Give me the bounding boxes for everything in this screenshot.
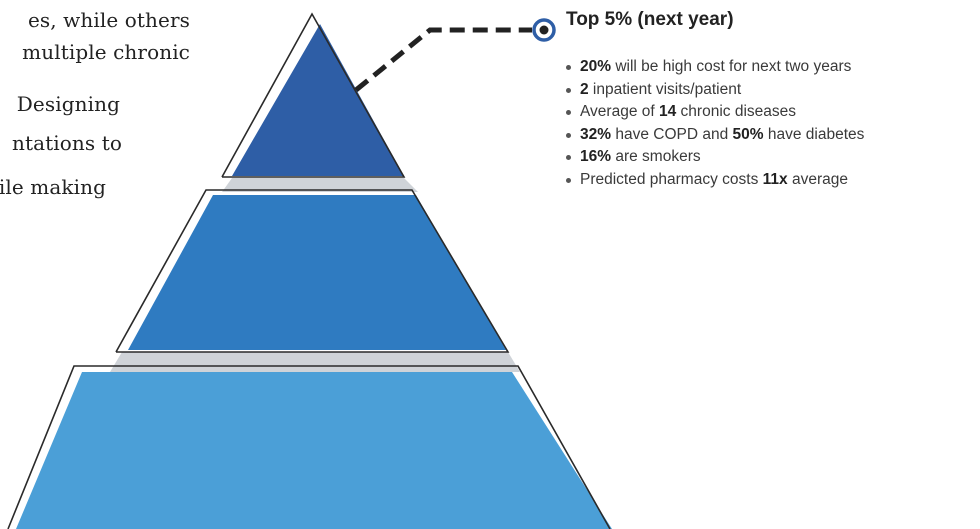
- list-item: 20% will be high cost for next two years: [566, 56, 864, 79]
- body-line: multiple chronic: [22, 40, 190, 64]
- list-item: Predicted pharmacy costs 11x average: [566, 169, 864, 192]
- list-item: 16% are smokers: [566, 146, 864, 169]
- stat-value: 11x: [762, 170, 788, 188]
- pyramid-tier-middle: [128, 195, 506, 350]
- callout-connector-line: [354, 27, 532, 92]
- pyramid-tier-top: [232, 24, 404, 176]
- callout: Top 5% (next year) 20% will be high cost…: [566, 9, 976, 188]
- list-item: 2 inpatient visits/patient: [566, 79, 864, 102]
- stat-value: 16%: [580, 148, 612, 165]
- body-line: ntations to: [12, 131, 122, 155]
- bullet-dot: [566, 132, 571, 138]
- stat-text: are smokers: [611, 148, 701, 165]
- body-paragraph: es, while others multiple chronic Design…: [0, 0, 190, 210]
- stat-text: Predicted pharmacy costs: [580, 170, 763, 188]
- body-line: ile making: [0, 175, 106, 199]
- shadow-band-middle: [110, 352, 520, 372]
- bullet-dot: [566, 65, 571, 70]
- bullet-dot: [566, 110, 571, 115]
- shadow-band-top: [222, 178, 418, 192]
- pyramid-tier-top-outline: [221, 12, 406, 178]
- stat-text: chronic diseases: [676, 103, 797, 120]
- list-item: 32% have COPD and 50% have diabetes: [566, 124, 864, 147]
- callout-marker-dot: [539, 25, 549, 35]
- bullet-dot: [566, 177, 571, 183]
- stat-text: inpatient visits/patient: [588, 80, 742, 98]
- stat-value: 2: [580, 80, 589, 98]
- stat-value: 50%: [732, 125, 764, 143]
- stat-value: 20%: [580, 58, 612, 75]
- pyramid-tier-bottom: [16, 372, 612, 529]
- stat-value: 32%: [580, 125, 612, 143]
- body-line: Designing: [16, 92, 120, 116]
- body-line: es, while others: [27, 8, 190, 32]
- stat-text: Average of: [580, 103, 659, 120]
- stat-text: have COPD and: [611, 125, 733, 143]
- stat-value: 14: [659, 103, 677, 120]
- stat-text: average: [787, 170, 848, 188]
- stat-text: have diabetes: [763, 125, 865, 143]
- bullet-dot: [566, 155, 571, 160]
- callout-bullet-list: 20% will be high cost for next two years…: [566, 56, 864, 191]
- stat-text: will be high cost for next two years: [611, 58, 852, 75]
- list-item: Average of 14 chronic diseases: [566, 101, 864, 124]
- pyramid-tier-middle-outline: [115, 189, 510, 353]
- callout-title: Top 5% (next year): [566, 9, 734, 30]
- pyramid-tier-bottom-outline: [7, 365, 611, 529]
- bullet-dot: [566, 87, 571, 93]
